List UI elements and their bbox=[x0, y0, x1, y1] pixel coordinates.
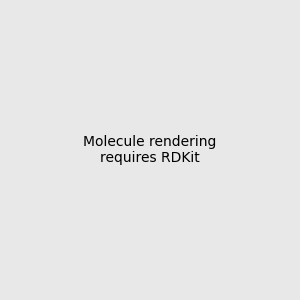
Text: Molecule rendering
requires RDKit: Molecule rendering requires RDKit bbox=[83, 135, 217, 165]
